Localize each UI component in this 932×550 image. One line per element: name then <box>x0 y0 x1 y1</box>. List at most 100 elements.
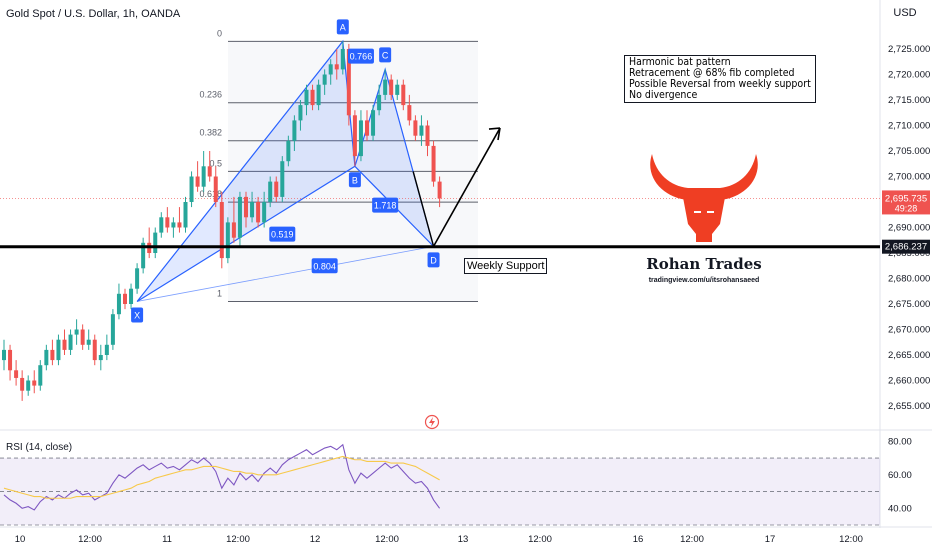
candle <box>171 222 176 228</box>
candle <box>141 242 146 269</box>
ratio-badge <box>372 197 399 213</box>
candle <box>225 222 230 259</box>
analysis-note[interactable]: Harmonic bat pattern Retracement @ 68% f… <box>624 55 816 103</box>
candle <box>328 64 333 75</box>
pattern-xd-line <box>137 245 434 302</box>
drawdown-line <box>412 171 435 247</box>
note-line: Retracement @ 68% fib completed <box>629 67 795 79</box>
candle <box>195 176 200 187</box>
candle <box>256 202 261 223</box>
candle <box>86 339 91 345</box>
candle <box>425 125 430 146</box>
candle <box>401 84 406 106</box>
rsi-tick-label: 40.00 <box>888 503 912 514</box>
price-tick-label: 2,700.000 <box>888 172 930 183</box>
candle <box>92 339 97 361</box>
candle <box>334 64 339 70</box>
candle <box>346 49 351 116</box>
brand-name: Rohan Trades <box>646 255 762 273</box>
projection-arrow-head <box>497 127 501 141</box>
pattern-point-badge <box>379 47 392 63</box>
rsi-tick-label: 60.00 <box>888 470 912 481</box>
price-tick-label: 2,665.000 <box>888 350 930 361</box>
price-tick-label: 2,655.000 <box>888 401 930 412</box>
pattern-point-label: A <box>340 22 346 32</box>
fib-level-label: 0.382 <box>199 128 222 138</box>
rsi-band-fill <box>0 458 880 526</box>
currency-label[interactable]: USD <box>893 7 917 19</box>
current-price-value: 2,695.735 <box>885 193 927 204</box>
candle <box>201 166 206 187</box>
candle <box>322 74 327 85</box>
price-tick-label: 2,670.000 <box>888 325 930 336</box>
candle <box>116 293 121 315</box>
candle <box>268 181 273 202</box>
candle <box>219 202 224 259</box>
time-tick-label: 12:00 <box>680 534 704 545</box>
projection-arrow-line <box>432 127 501 247</box>
brand-url: tradingview.com/u/itsrohansaeed <box>648 277 760 284</box>
pattern-point-label: X <box>134 310 140 320</box>
time-tick-label: 13 <box>458 534 469 545</box>
candle <box>26 380 31 391</box>
price-tick-label: 2,675.000 <box>888 299 930 310</box>
candle <box>298 105 303 121</box>
candle <box>123 293 127 304</box>
fib-level-label: 0.236 <box>199 90 222 100</box>
candle <box>20 377 25 391</box>
candle <box>207 166 212 177</box>
lightning-icon <box>429 417 435 427</box>
price-tick-label: 2,690.000 <box>888 223 930 234</box>
candle <box>340 49 345 70</box>
candle <box>383 79 388 95</box>
time-tick-label: 12:00 <box>839 534 863 545</box>
candle <box>80 329 85 345</box>
candle <box>292 120 297 141</box>
candle <box>14 370 19 378</box>
price-tick-label: 2,705.000 <box>888 146 930 157</box>
candle <box>304 89 309 106</box>
candle <box>159 217 164 233</box>
price-tick-label: 2,725.000 <box>888 44 930 55</box>
rsi-line <box>3 443 441 511</box>
ratio-badge <box>347 48 374 64</box>
time-tick-label: 12:00 <box>375 534 399 545</box>
candle <box>413 120 418 136</box>
candle <box>110 314 115 345</box>
ratio-badge <box>311 258 338 274</box>
ratio-label: 0.519 <box>271 230 294 240</box>
note-line: Harmonic bat pattern <box>629 56 731 68</box>
candle <box>153 232 158 253</box>
bar-countdown: 49:28 <box>895 203 918 213</box>
lightning-icon-ring <box>424 414 440 430</box>
price-tick-label: 2,720.000 <box>888 70 930 81</box>
candle <box>250 202 255 218</box>
pattern-point-label: B <box>352 175 358 185</box>
candle <box>98 355 103 361</box>
candle <box>50 349 55 361</box>
candle <box>419 125 424 136</box>
candle <box>310 89 315 106</box>
candle <box>431 145 436 182</box>
weekly-support-label[interactable]: Weekly Support <box>464 258 548 274</box>
symbol-title: Gold Spot / U.S. Dollar, 1h, OANDA <box>6 8 181 20</box>
price-tick-label: 2,715.000 <box>888 95 930 106</box>
candle <box>165 217 170 228</box>
candle <box>183 202 188 228</box>
candle <box>274 181 279 197</box>
candle <box>358 120 363 157</box>
support-price-value: 2,686.237 <box>885 242 927 253</box>
fib-level-label: 0.5 <box>209 158 222 168</box>
candle <box>68 334 73 350</box>
candle <box>135 268 140 289</box>
candle <box>44 349 49 366</box>
candle <box>213 176 218 202</box>
pattern-point-label: D <box>430 255 437 265</box>
projection-arrow-head <box>488 127 501 130</box>
candle <box>437 181 442 199</box>
candle <box>286 140 291 162</box>
time-tick-label: 11 <box>162 534 172 545</box>
candle <box>231 222 236 238</box>
fib-level-label: 0.618 <box>199 189 222 199</box>
